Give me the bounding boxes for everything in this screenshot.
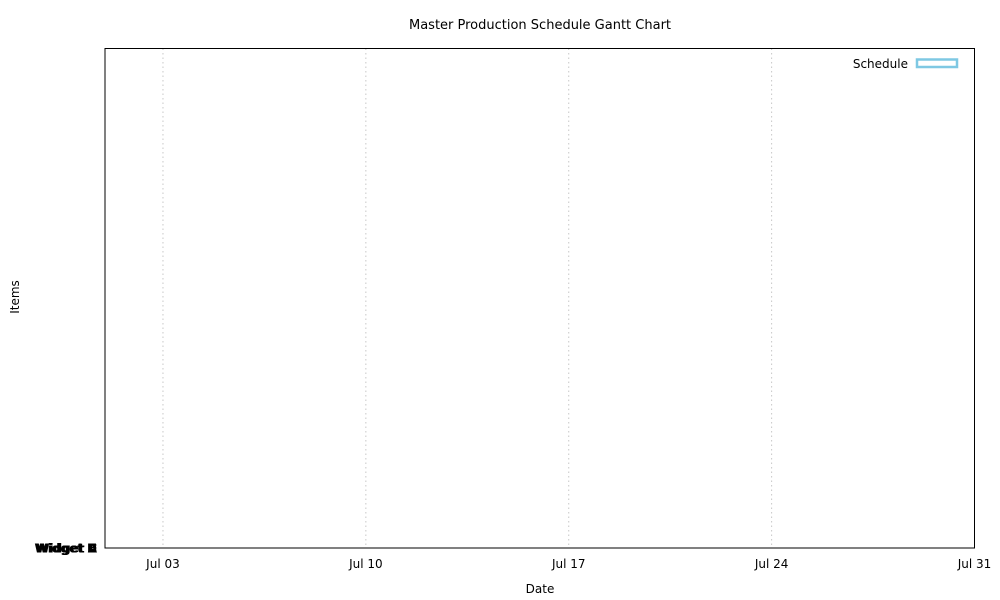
- plot-area-frame: [104, 48, 975, 549]
- x-tick-label-jul-31: Jul 31: [957, 557, 992, 571]
- chart-title: Master Production Schedule Gantt Chart: [409, 18, 671, 33]
- x-grid-lines: [162, 48, 773, 548]
- y-tick-label-widget-c: Widget C: [36, 542, 98, 556]
- y-tick-label-widget-d: Widget D: [34, 542, 97, 556]
- y-tick-label-widget-a: Widget A: [35, 542, 98, 556]
- legend-label-schedule: Schedule: [853, 57, 908, 71]
- legend: Schedule: [853, 57, 959, 71]
- x-tick-label-jul-10: Jul 10: [348, 557, 383, 571]
- y-tick-label-widget-e: Widget E: [36, 542, 97, 556]
- x-tick-label-jul-24: Jul 24: [754, 557, 789, 571]
- y-axis-label: Items: [8, 280, 22, 314]
- x-tick-label-jul-03: Jul 03: [145, 557, 180, 571]
- legend-swatch-schedule: [915, 58, 959, 69]
- y-tick-label-widget-b: Widget B: [35, 542, 97, 556]
- x-axis-label: Date: [526, 582, 555, 596]
- x-tick-label-jul-17: Jul 17: [551, 557, 586, 571]
- x-axis-tick-labels: Jul 03 Jul 10 Jul 17 Jul 24 Jul 31: [145, 557, 991, 571]
